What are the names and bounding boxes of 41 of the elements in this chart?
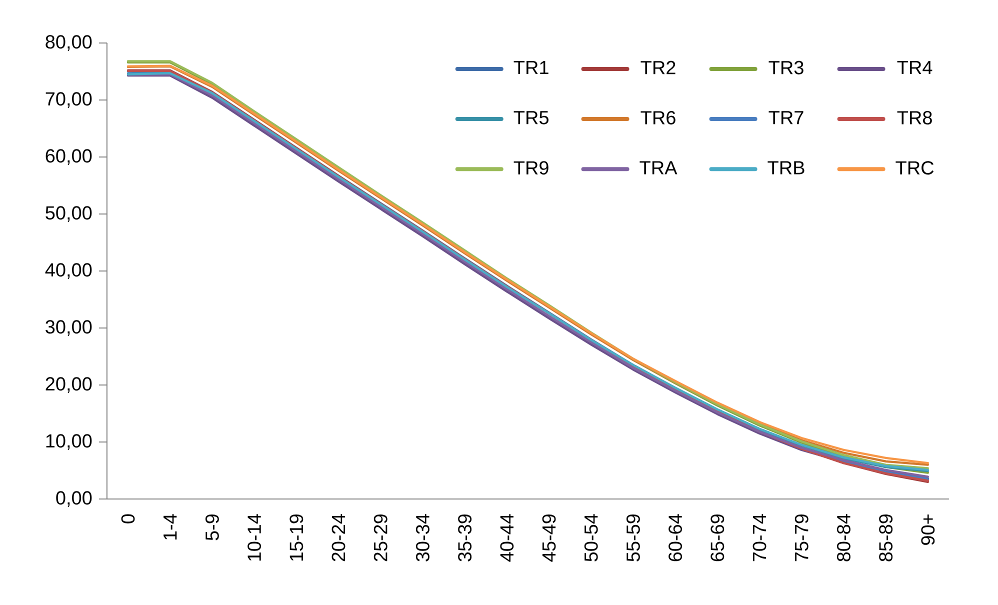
y-tick-label: 40,00 xyxy=(45,263,92,279)
legend-label: TR1 xyxy=(514,60,548,74)
x-tick-label: 55-59 xyxy=(626,514,640,562)
legend-label: TR7 xyxy=(768,111,804,124)
y-tick-label: 60,00 xyxy=(46,149,92,165)
x-tick-label: 80-84 xyxy=(836,514,850,562)
legend-label: TR4 xyxy=(897,60,932,74)
x-tick-label: 45-49 xyxy=(542,514,556,562)
x-tick-label: 60-64 xyxy=(668,514,682,562)
x-tick-label: 75-79 xyxy=(794,514,808,562)
x-tick-label: 65-69 xyxy=(710,514,724,562)
x-tick-label: 90+ xyxy=(921,514,935,545)
y-tick-label: 70,00 xyxy=(46,92,92,108)
legend-label: TRA xyxy=(640,161,678,174)
x-tick-label: 35-39 xyxy=(458,514,472,562)
legend-label: TR6 xyxy=(640,110,676,124)
x-tick-label: 85-89 xyxy=(879,514,893,562)
x-tick-label: 70-74 xyxy=(752,514,766,562)
legend-label: TR9 xyxy=(514,161,548,175)
x-tick-label: 25-29 xyxy=(374,514,388,562)
x-tick-label: 1-4 xyxy=(164,514,177,540)
x-tick-label: 0 xyxy=(121,514,135,524)
x-tick-label: 20-24 xyxy=(332,514,346,562)
x-tick-label: 15-19 xyxy=(290,514,304,561)
x-tick-label: 30-34 xyxy=(416,514,430,562)
legend-label: TR3 xyxy=(768,60,804,74)
legend-label: TRC xyxy=(896,161,934,175)
y-tick-label: 20,00 xyxy=(46,377,92,393)
y-tick-label: 30,00 xyxy=(46,320,92,336)
x-tick-label: 50-54 xyxy=(584,514,598,562)
x-tick-label: 5-9 xyxy=(205,514,219,540)
y-tick-label: 50,00 xyxy=(46,206,92,222)
y-tick-label: 80,00 xyxy=(46,35,92,51)
y-tick-label: 10,00 xyxy=(46,434,92,450)
legend-label: TRB xyxy=(768,161,804,174)
y-tick-label: 0,00 xyxy=(56,491,92,507)
x-tick-label: 10-14 xyxy=(248,514,262,561)
legend-label: TR5 xyxy=(514,111,548,124)
legend-label: TR2 xyxy=(640,60,676,74)
x-tick-label: 40-44 xyxy=(500,514,514,562)
legend-label: TR8 xyxy=(897,110,932,124)
